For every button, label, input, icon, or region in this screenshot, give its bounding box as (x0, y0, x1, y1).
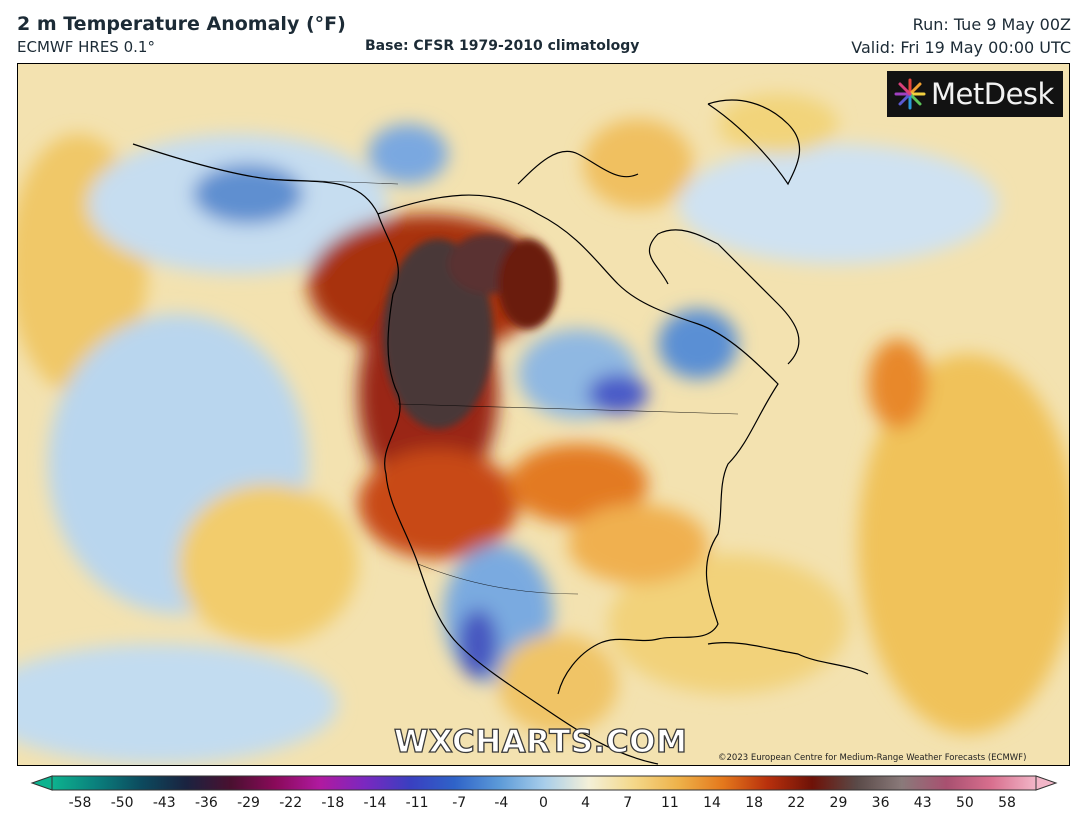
colorbar-min-arrow (30, 775, 53, 791)
colorbar-tick-label: -18 (321, 795, 345, 811)
model-label: ECMWF HRES 0.1° (17, 38, 155, 56)
valid-time-label: Valid: Fri 19 May 00:00 UTC (851, 38, 1071, 57)
colorbar-max-arrow (1035, 775, 1058, 791)
colorbar-tick-label: -14 (363, 795, 387, 811)
metdesk-logo-text: MetDesk (931, 77, 1054, 111)
metdesk-burst-icon (894, 78, 926, 110)
colorbar-tick-label: -4 (494, 795, 509, 811)
colorbar-tick-label: 58 (998, 795, 1016, 811)
colorbar-tick-label: 50 (955, 795, 974, 811)
colorbar-tick-label: -11 (405, 795, 429, 811)
map-fill (18, 64, 1069, 765)
colorbar-tick-label: 29 (829, 795, 848, 811)
colorbar-tick-label: 36 (871, 795, 890, 811)
colorbar-tick-label: -22 (279, 795, 303, 811)
colorbar (30, 775, 1058, 791)
coastlines (132, 99, 869, 765)
colorbar-tick-label: 0 (539, 795, 548, 811)
base-climatology-label: Base: CFSR 1979-2010 climatology (365, 38, 640, 54)
colorbar-gradient (51, 775, 1037, 791)
ecmwf-copyright: ©2023 European Centre for Medium-Range W… (718, 753, 1027, 763)
chart-title: 2 m Temperature Anomaly (°F) (17, 13, 346, 35)
colorbar-tick-label: -50 (110, 795, 134, 811)
colorbar-tick-label: -58 (68, 795, 92, 811)
colorbar-tick-label: 4 (581, 795, 591, 811)
wxcharts-watermark: WXCHARTS.COM (393, 723, 688, 760)
colorbar-tick-label: -43 (152, 795, 176, 811)
colorbar-tick-label: 43 (913, 795, 932, 811)
colorbar-tick-label: -29 (237, 795, 260, 811)
colorbar-tick-label: 7 (623, 795, 633, 811)
colorbar-tick-label: 11 (660, 795, 679, 811)
colorbar-tick-label: -7 (452, 795, 467, 811)
metdesk-logo: MetDesk (887, 71, 1063, 117)
colorbar-tick-label: 18 (745, 795, 764, 811)
hot-core (383, 234, 558, 429)
anomaly-map[interactable]: MetDesk WXCHARTS.COM ©2023 European Cent… (17, 63, 1070, 766)
colorbar-ticks: -58 -50 -43 -36 -29 -22 -18 -14 -11 -7 -4 0 4 7 11 14 18… (0, 795, 1088, 819)
colorbar-tick-label: -36 (194, 795, 218, 811)
colorbar-tick-label: 22 (787, 795, 806, 811)
run-time-label: Run: Tue 9 May 00Z (912, 15, 1071, 34)
colorbar-tick-label: 14 (703, 795, 721, 811)
borders (267, 178, 739, 595)
